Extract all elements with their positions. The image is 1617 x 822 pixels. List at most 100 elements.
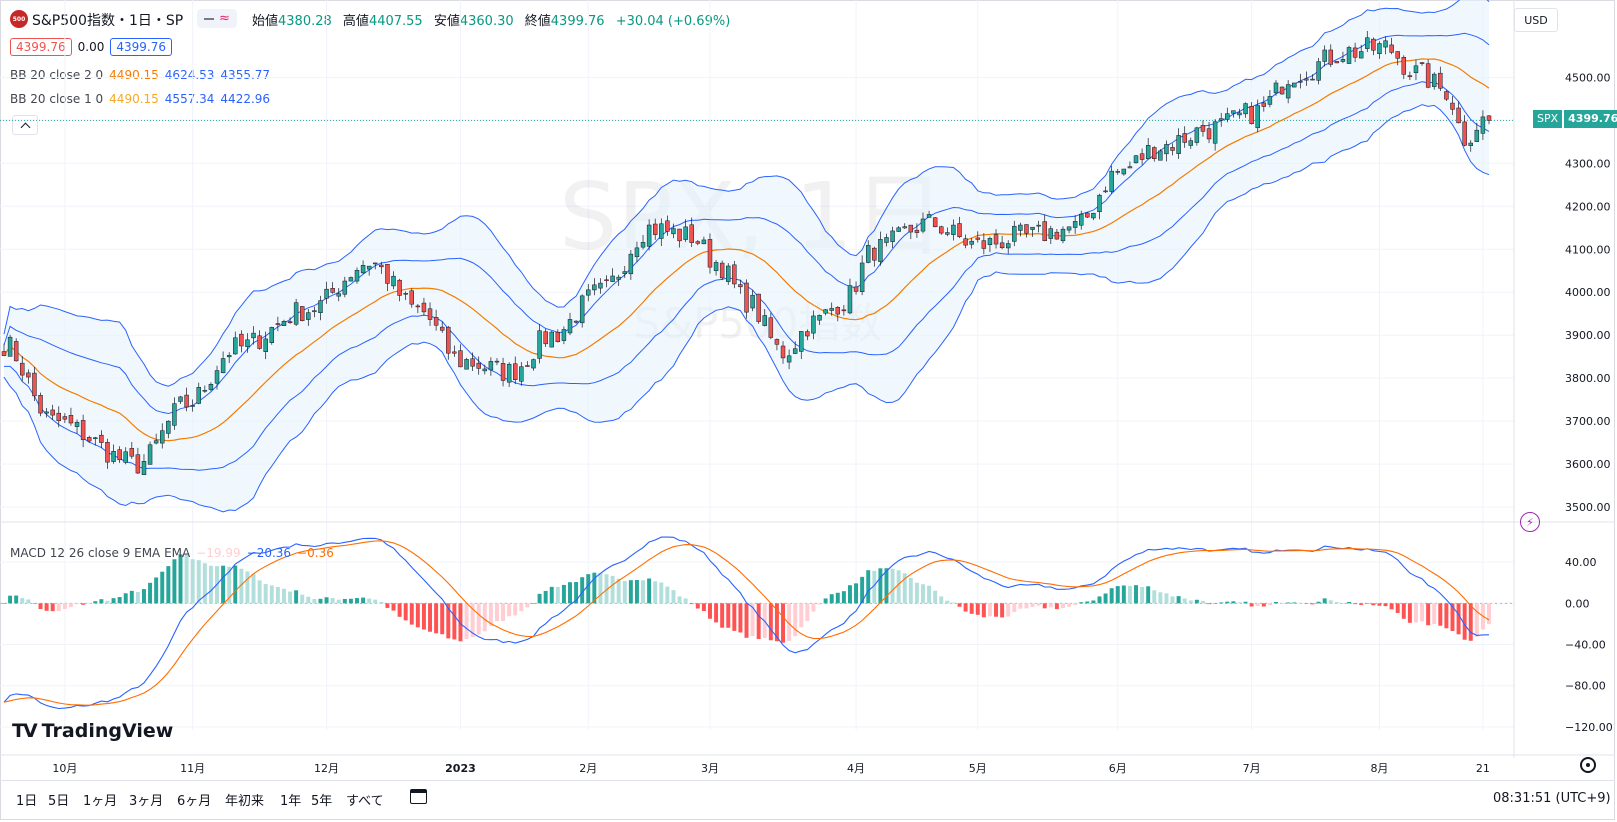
- candle: [439, 321, 445, 333]
- bb2-basis: 4490.15: [109, 68, 159, 82]
- candle: [1152, 146, 1157, 162]
- candle-body: [245, 339, 250, 347]
- candle-body: [823, 309, 828, 314]
- candle-body: [1267, 96, 1273, 105]
- candle-body: [1474, 129, 1480, 142]
- candle: [640, 234, 646, 250]
- macd-legend[interactable]: MACD 12 26 close 9 EMA EMA −19.99 −20.36…: [10, 546, 334, 560]
- macd-hist-bar: [1054, 603, 1059, 610]
- candle: [160, 423, 165, 449]
- timeframe-button[interactable]: 1日: [16, 794, 38, 809]
- candle: [1024, 224, 1029, 238]
- candle-body: [318, 300, 323, 313]
- macd-hist-bar: [1182, 598, 1187, 604]
- timeframe-button[interactable]: 年初来: [225, 794, 265, 809]
- candle: [1474, 122, 1480, 142]
- candle-body: [379, 264, 384, 268]
- macd-hist-bar: [1042, 603, 1047, 609]
- bb1-legend[interactable]: BB 20 close 1 0 4490.15 4557.34 4422.96: [10, 92, 270, 106]
- time-tick-label: 12月: [314, 762, 339, 775]
- timeframe-button[interactable]: 6ヶ月: [177, 794, 212, 809]
- timeframe-button[interactable]: 3ヶ月: [129, 794, 164, 809]
- macd-hist-bar: [1146, 586, 1151, 604]
- macd-hist-bar: [1432, 603, 1437, 625]
- timeframe-button[interactable]: 1年: [280, 794, 302, 809]
- macd-hist-bar: [1383, 603, 1388, 607]
- candle: [1304, 71, 1309, 86]
- candle-body: [1218, 118, 1224, 121]
- candle-body: [32, 372, 37, 397]
- macd-hist-bar: [50, 603, 55, 612]
- candle: [251, 326, 256, 345]
- lightning-icon[interactable]: ⚡: [1520, 512, 1540, 532]
- candle: [567, 312, 573, 336]
- price-box-buy[interactable]: 4399.76: [110, 38, 172, 56]
- candle-body: [1340, 59, 1346, 62]
- candle-body: [86, 437, 92, 442]
- macd-hist-bar: [847, 585, 852, 604]
- candle: [811, 310, 816, 340]
- macd-hist-bar: [1231, 601, 1236, 604]
- gear-icon[interactable]: [1580, 757, 1596, 773]
- candle: [1456, 101, 1461, 124]
- candle: [1249, 102, 1254, 125]
- price-tick-label: 4200.00: [1565, 200, 1611, 213]
- candle-body: [1042, 221, 1047, 241]
- macd-hist-bar: [531, 603, 536, 604]
- candle: [458, 344, 463, 368]
- macd-hist-bar: [306, 596, 311, 604]
- clock[interactable]: 08:31:51 (UTC+9): [1493, 791, 1611, 806]
- macd-hist-bar: [373, 599, 378, 604]
- macd-hist-bar: [245, 571, 250, 604]
- ohlc-readout: 始値4380.28 高値4407.55 安値4360.30 終値4399.76 …: [252, 10, 730, 29]
- macd-hist-bar: [1170, 596, 1175, 604]
- low-label: 安値: [433, 14, 460, 29]
- candle: [1103, 186, 1108, 194]
- candle-body: [604, 279, 609, 282]
- timeframe-button[interactable]: 5年: [311, 794, 333, 809]
- candle: [1462, 115, 1467, 147]
- indicator-toggle-button[interactable]: ≈: [197, 9, 237, 28]
- candle: [56, 406, 62, 428]
- candle-body: [105, 441, 110, 463]
- candle: [975, 231, 980, 243]
- approx-icon: ≈: [219, 11, 230, 26]
- candle-body: [1389, 44, 1394, 53]
- price-box-sell[interactable]: 4399.76: [10, 38, 72, 56]
- macd-hist-value: −19.99: [196, 546, 241, 560]
- macd-hist-bar: [939, 596, 944, 604]
- bb-fill: [4, 0, 1489, 512]
- macd-hist-bar: [142, 589, 146, 604]
- symbol-title[interactable]: S&P500指数・1日・SP: [32, 13, 184, 29]
- candle-body: [908, 224, 914, 233]
- candle-body: [190, 405, 195, 407]
- candle: [932, 216, 938, 228]
- candle-body: [415, 305, 421, 308]
- candle: [1018, 222, 1023, 237]
- candle-body: [1164, 144, 1169, 155]
- candle-body: [38, 395, 43, 414]
- candle: [671, 223, 676, 239]
- timeframe-button[interactable]: 1ヶ月: [83, 794, 118, 809]
- macd-hist-bar: [963, 603, 968, 612]
- macd-hist-bar: [1474, 603, 1479, 637]
- timeframe-button[interactable]: 5日: [48, 794, 70, 809]
- tradingview-logo[interactable]: TV TradingView: [12, 720, 173, 742]
- macd-hist-bar: [367, 598, 372, 604]
- candle: [835, 306, 841, 322]
- candle-body: [932, 217, 938, 228]
- bb2-legend[interactable]: BB 20 close 2 0 4490.15 4624.53 4355.77: [10, 68, 270, 82]
- candle-body: [665, 220, 670, 232]
- macd-hist-bar: [981, 603, 986, 618]
- candle: [269, 326, 275, 345]
- calendar-range-icon[interactable]: [410, 789, 427, 804]
- candle-body: [993, 234, 999, 245]
- candle: [519, 362, 524, 386]
- candle: [226, 352, 232, 364]
- candle: [1310, 74, 1315, 81]
- candle-body: [683, 226, 688, 240]
- timeframe-button[interactable]: すべて: [346, 794, 384, 809]
- candle-body: [299, 306, 305, 321]
- candle: [513, 356, 518, 385]
